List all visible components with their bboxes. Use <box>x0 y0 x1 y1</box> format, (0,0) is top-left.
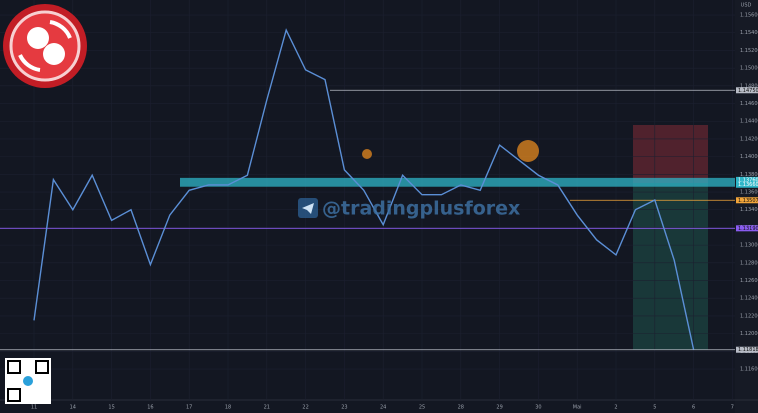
logo-arrows <box>18 20 72 72</box>
price-tag-label: 1.13507 <box>738 198 758 204</box>
x-tick-label: 16 <box>147 405 153 411</box>
x-tick-label: 22 <box>302 405 308 411</box>
y-tick-label: 1.14200 <box>740 136 758 142</box>
x-tick-label: 21 <box>264 405 270 411</box>
x-tick-label: 11 <box>31 405 37 411</box>
target-zone <box>633 183 708 350</box>
y-tick-label: 1.12400 <box>740 296 758 302</box>
price-tag-label: 1.11818 <box>738 347 758 353</box>
y-tick-label: 1.13400 <box>740 207 758 213</box>
y-tick-label: 1.15400 <box>740 30 758 36</box>
y-tick-label: 1.14800 <box>740 83 758 89</box>
price-tag <box>736 346 758 353</box>
price-tag <box>736 197 758 204</box>
y-tick-label: 1.15600 <box>740 13 758 19</box>
x-tick-label: 2 <box>614 405 617 411</box>
marker <box>362 149 372 159</box>
telegram-glyph <box>302 203 314 214</box>
price-tag-label: 1.13660 <box>738 182 758 188</box>
qr-finder <box>7 388 21 402</box>
y-tick-label: 1.12800 <box>740 260 758 266</box>
qr-finder <box>35 360 49 374</box>
y-tick-label: 1.14000 <box>740 154 758 160</box>
x-tick-label: 7 <box>731 405 734 411</box>
y-tick-label: 1.15000 <box>740 66 758 72</box>
x-tick-label: 15 <box>108 405 114 411</box>
price-tag-label: 1.13190 <box>738 226 758 232</box>
x-tick-label: Mai <box>573 405 582 411</box>
qr-center <box>23 376 33 386</box>
price-tag <box>736 87 758 94</box>
y-tick-label: 1.11600 <box>740 367 758 373</box>
price-tag <box>736 181 758 188</box>
price-line <box>33 28 695 350</box>
marker <box>517 140 539 162</box>
watermark: @tradingplusforex <box>322 198 520 220</box>
qr-finder <box>7 360 21 374</box>
price-axis <box>735 0 758 413</box>
y-tick-label: 1.13000 <box>740 243 758 249</box>
price-tag-label: 1.14750 <box>738 88 758 94</box>
x-tick-label: 6 <box>692 405 695 411</box>
x-tick-label: 23 <box>341 405 347 411</box>
y-tick-label: 1.14600 <box>740 101 758 107</box>
y-tick-label: 1.13800 <box>740 172 758 178</box>
y-tick-label: 1.14400 <box>740 119 758 125</box>
price-tag <box>736 225 758 232</box>
y-tick-label: 1.12600 <box>740 278 758 284</box>
x-tick-label: 14 <box>70 405 76 411</box>
y-tick-label: 1.12000 <box>740 331 758 337</box>
y-tick-label: 1.15200 <box>740 48 758 54</box>
y-tick-label: 1.13600 <box>740 190 758 196</box>
logo-coin <box>43 43 65 65</box>
x-tick-label: 29 <box>496 405 502 411</box>
zone <box>180 177 735 187</box>
x-tick-label: 18 <box>225 405 231 411</box>
x-tick-label: 24 <box>380 405 386 411</box>
x-tick-label: 17 <box>186 405 192 411</box>
x-tick-label: 5 <box>653 405 656 411</box>
price-tag <box>736 176 758 183</box>
price-tag-label: 1.13760 <box>738 177 758 183</box>
logo-coin <box>27 27 49 49</box>
y-tick-label: 1.12200 <box>740 313 758 319</box>
currency-label: USD <box>741 3 752 9</box>
x-tick-label: 25 <box>419 405 425 411</box>
stop-zone <box>633 125 708 183</box>
x-tick-label: 30 <box>535 405 541 411</box>
x-tick-label: 28 <box>458 405 464 411</box>
